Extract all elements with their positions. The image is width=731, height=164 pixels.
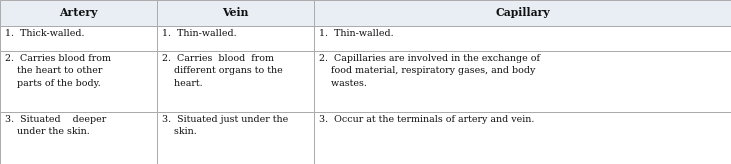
Text: Artery: Artery — [59, 8, 98, 19]
Bar — [157, 51, 314, 112]
Text: 1.  Thin-walled.: 1. Thin-walled. — [319, 30, 394, 39]
Bar — [314, 26, 731, 51]
Text: Vein: Vein — [222, 8, 249, 19]
Text: 3.  Situated just under the
    skin.: 3. Situated just under the skin. — [162, 115, 289, 136]
Text: 1.  Thin-walled.: 1. Thin-walled. — [162, 30, 237, 39]
Bar — [157, 112, 314, 164]
Bar — [0, 26, 157, 51]
Text: 1.  Thick-walled.: 1. Thick-walled. — [5, 30, 85, 39]
Bar — [157, 26, 314, 51]
Bar — [314, 51, 731, 112]
Bar — [0, 0, 157, 26]
Bar — [314, 112, 731, 164]
Text: 2.  Capillaries are involved in the exchange of
    food material, respiratory g: 2. Capillaries are involved in the excha… — [319, 54, 540, 88]
Text: 3.  Situated    deeper
    under the skin.: 3. Situated deeper under the skin. — [5, 115, 106, 136]
Bar — [0, 112, 157, 164]
Bar — [314, 0, 731, 26]
Text: 2.  Carries  blood  from
    different organs to the
    heart.: 2. Carries blood from different organs t… — [162, 54, 283, 88]
Text: Capillary: Capillary — [496, 8, 550, 19]
Text: 3.  Occur at the terminals of artery and vein.: 3. Occur at the terminals of artery and … — [319, 115, 534, 124]
Bar — [157, 0, 314, 26]
Text: 2.  Carries blood from
    the heart to other
    parts of the body.: 2. Carries blood from the heart to other… — [5, 54, 111, 88]
Bar — [0, 51, 157, 112]
